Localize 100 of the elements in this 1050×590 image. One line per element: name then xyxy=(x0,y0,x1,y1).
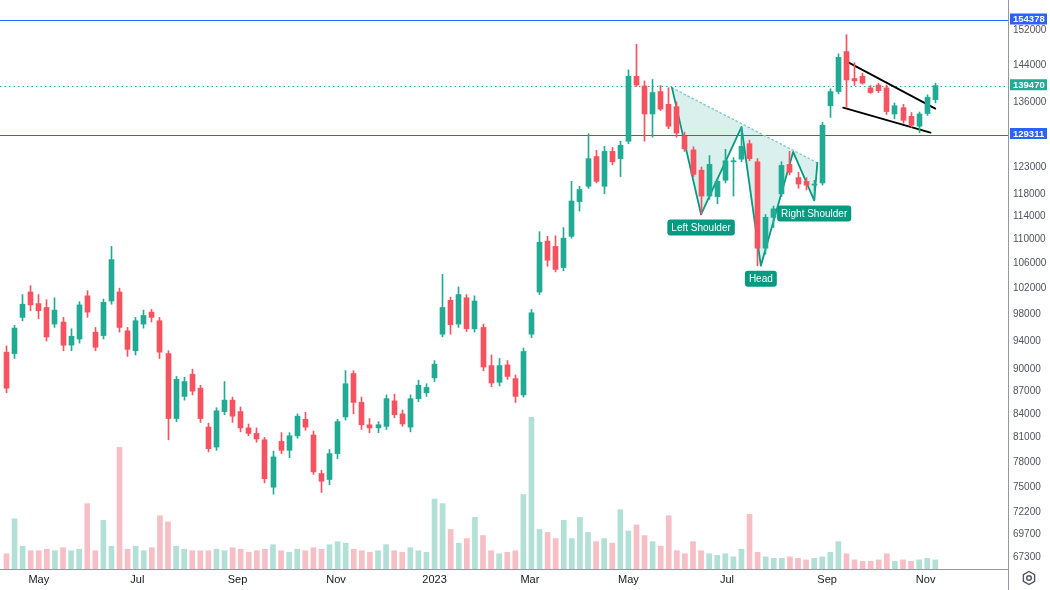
bar xyxy=(197,550,204,569)
bar xyxy=(698,550,704,569)
bar xyxy=(342,542,349,569)
bar xyxy=(84,503,91,569)
bar xyxy=(173,545,179,569)
bar xyxy=(665,515,672,569)
bar xyxy=(157,515,163,569)
y-tick-label: 98000 xyxy=(1013,307,1042,319)
y-tick-label: 110000 xyxy=(1013,233,1047,245)
bar xyxy=(867,561,874,569)
bar xyxy=(682,553,688,569)
x-tick-label: Sep xyxy=(227,572,248,585)
bar xyxy=(617,509,624,569)
x-tick-label: May xyxy=(28,572,50,585)
bar xyxy=(245,551,252,569)
bar xyxy=(302,550,309,569)
bar xyxy=(399,551,406,569)
bar xyxy=(827,551,834,569)
bar xyxy=(132,545,139,569)
bar xyxy=(149,547,155,569)
bar xyxy=(455,542,462,569)
bar xyxy=(512,550,519,569)
x-tick-label: Sep xyxy=(817,572,837,585)
x-tick-label: Jul xyxy=(719,572,734,585)
bar xyxy=(843,553,850,569)
bar xyxy=(375,550,381,569)
bar xyxy=(181,548,187,569)
bar xyxy=(310,547,317,569)
bar xyxy=(722,553,729,569)
y-tick-label: 90000 xyxy=(1013,362,1042,374)
y-tick-label: 67300 xyxy=(1013,551,1042,563)
bar xyxy=(44,548,50,569)
bar xyxy=(609,542,616,569)
bar xyxy=(60,547,66,569)
y-tick-label: 102000 xyxy=(1013,281,1047,293)
bar xyxy=(447,529,454,569)
bar xyxy=(270,544,276,569)
bar xyxy=(367,551,373,569)
bar xyxy=(480,535,486,569)
bar xyxy=(690,541,696,569)
y-tick-label: 81000 xyxy=(1013,431,1042,443)
ref-line-label: 129311 xyxy=(1013,127,1045,139)
bar xyxy=(383,544,389,569)
annotation: Head xyxy=(748,272,773,284)
y-tick-label: 75000 xyxy=(1013,480,1042,492)
y-tick-label: 94000 xyxy=(1013,334,1042,346)
bar xyxy=(900,559,906,569)
bar xyxy=(407,547,414,569)
bar xyxy=(560,520,567,569)
ref-line-label: 154378 xyxy=(1013,13,1045,25)
bar xyxy=(294,548,301,569)
bar xyxy=(254,550,260,569)
bar xyxy=(585,532,591,569)
y-tick-label: 87000 xyxy=(1013,384,1042,396)
bar xyxy=(221,550,228,569)
bar xyxy=(68,550,74,569)
bar xyxy=(27,550,34,569)
bar xyxy=(875,559,882,569)
bar xyxy=(770,558,777,569)
y-tick-label: 106000 xyxy=(1013,257,1047,269)
bar xyxy=(464,538,470,569)
bar xyxy=(787,556,793,569)
bar xyxy=(140,550,147,569)
bar xyxy=(350,548,357,569)
bar xyxy=(779,558,785,569)
bar xyxy=(237,548,244,569)
y-tick-label: 72200 xyxy=(1013,505,1042,517)
bar xyxy=(795,558,801,569)
bar xyxy=(472,516,478,569)
bar xyxy=(359,550,365,569)
bar xyxy=(762,556,769,569)
x-tick-label: Nov xyxy=(915,572,936,585)
y-tick-label: 118000 xyxy=(1013,187,1047,199)
bar xyxy=(924,558,931,569)
x-tick-label: Nov xyxy=(326,572,347,585)
y-tick-label: 84000 xyxy=(1013,407,1042,419)
bar xyxy=(552,538,559,569)
bar xyxy=(908,561,914,569)
bar xyxy=(916,559,922,569)
bar xyxy=(205,550,212,569)
bar xyxy=(76,548,82,569)
bar xyxy=(714,554,721,569)
bar xyxy=(932,559,939,569)
y-tick-label: 123000 xyxy=(1013,160,1047,172)
bar xyxy=(803,559,809,569)
bar xyxy=(229,547,236,569)
y-tick-label: 136000 xyxy=(1013,95,1047,107)
bar xyxy=(415,550,422,569)
bar xyxy=(488,550,494,569)
ref-line-label: 139470 xyxy=(1013,78,1045,90)
y-tick-label: 78000 xyxy=(1013,455,1042,467)
x-tick-label: May xyxy=(617,572,640,585)
bar xyxy=(706,553,712,569)
bar xyxy=(819,556,826,569)
bar xyxy=(165,521,171,569)
bar xyxy=(593,541,599,569)
bar xyxy=(811,558,817,569)
annotation: Right Shoulder xyxy=(781,207,848,219)
bar xyxy=(504,551,511,569)
y-tick-label: 152000 xyxy=(1013,23,1047,35)
